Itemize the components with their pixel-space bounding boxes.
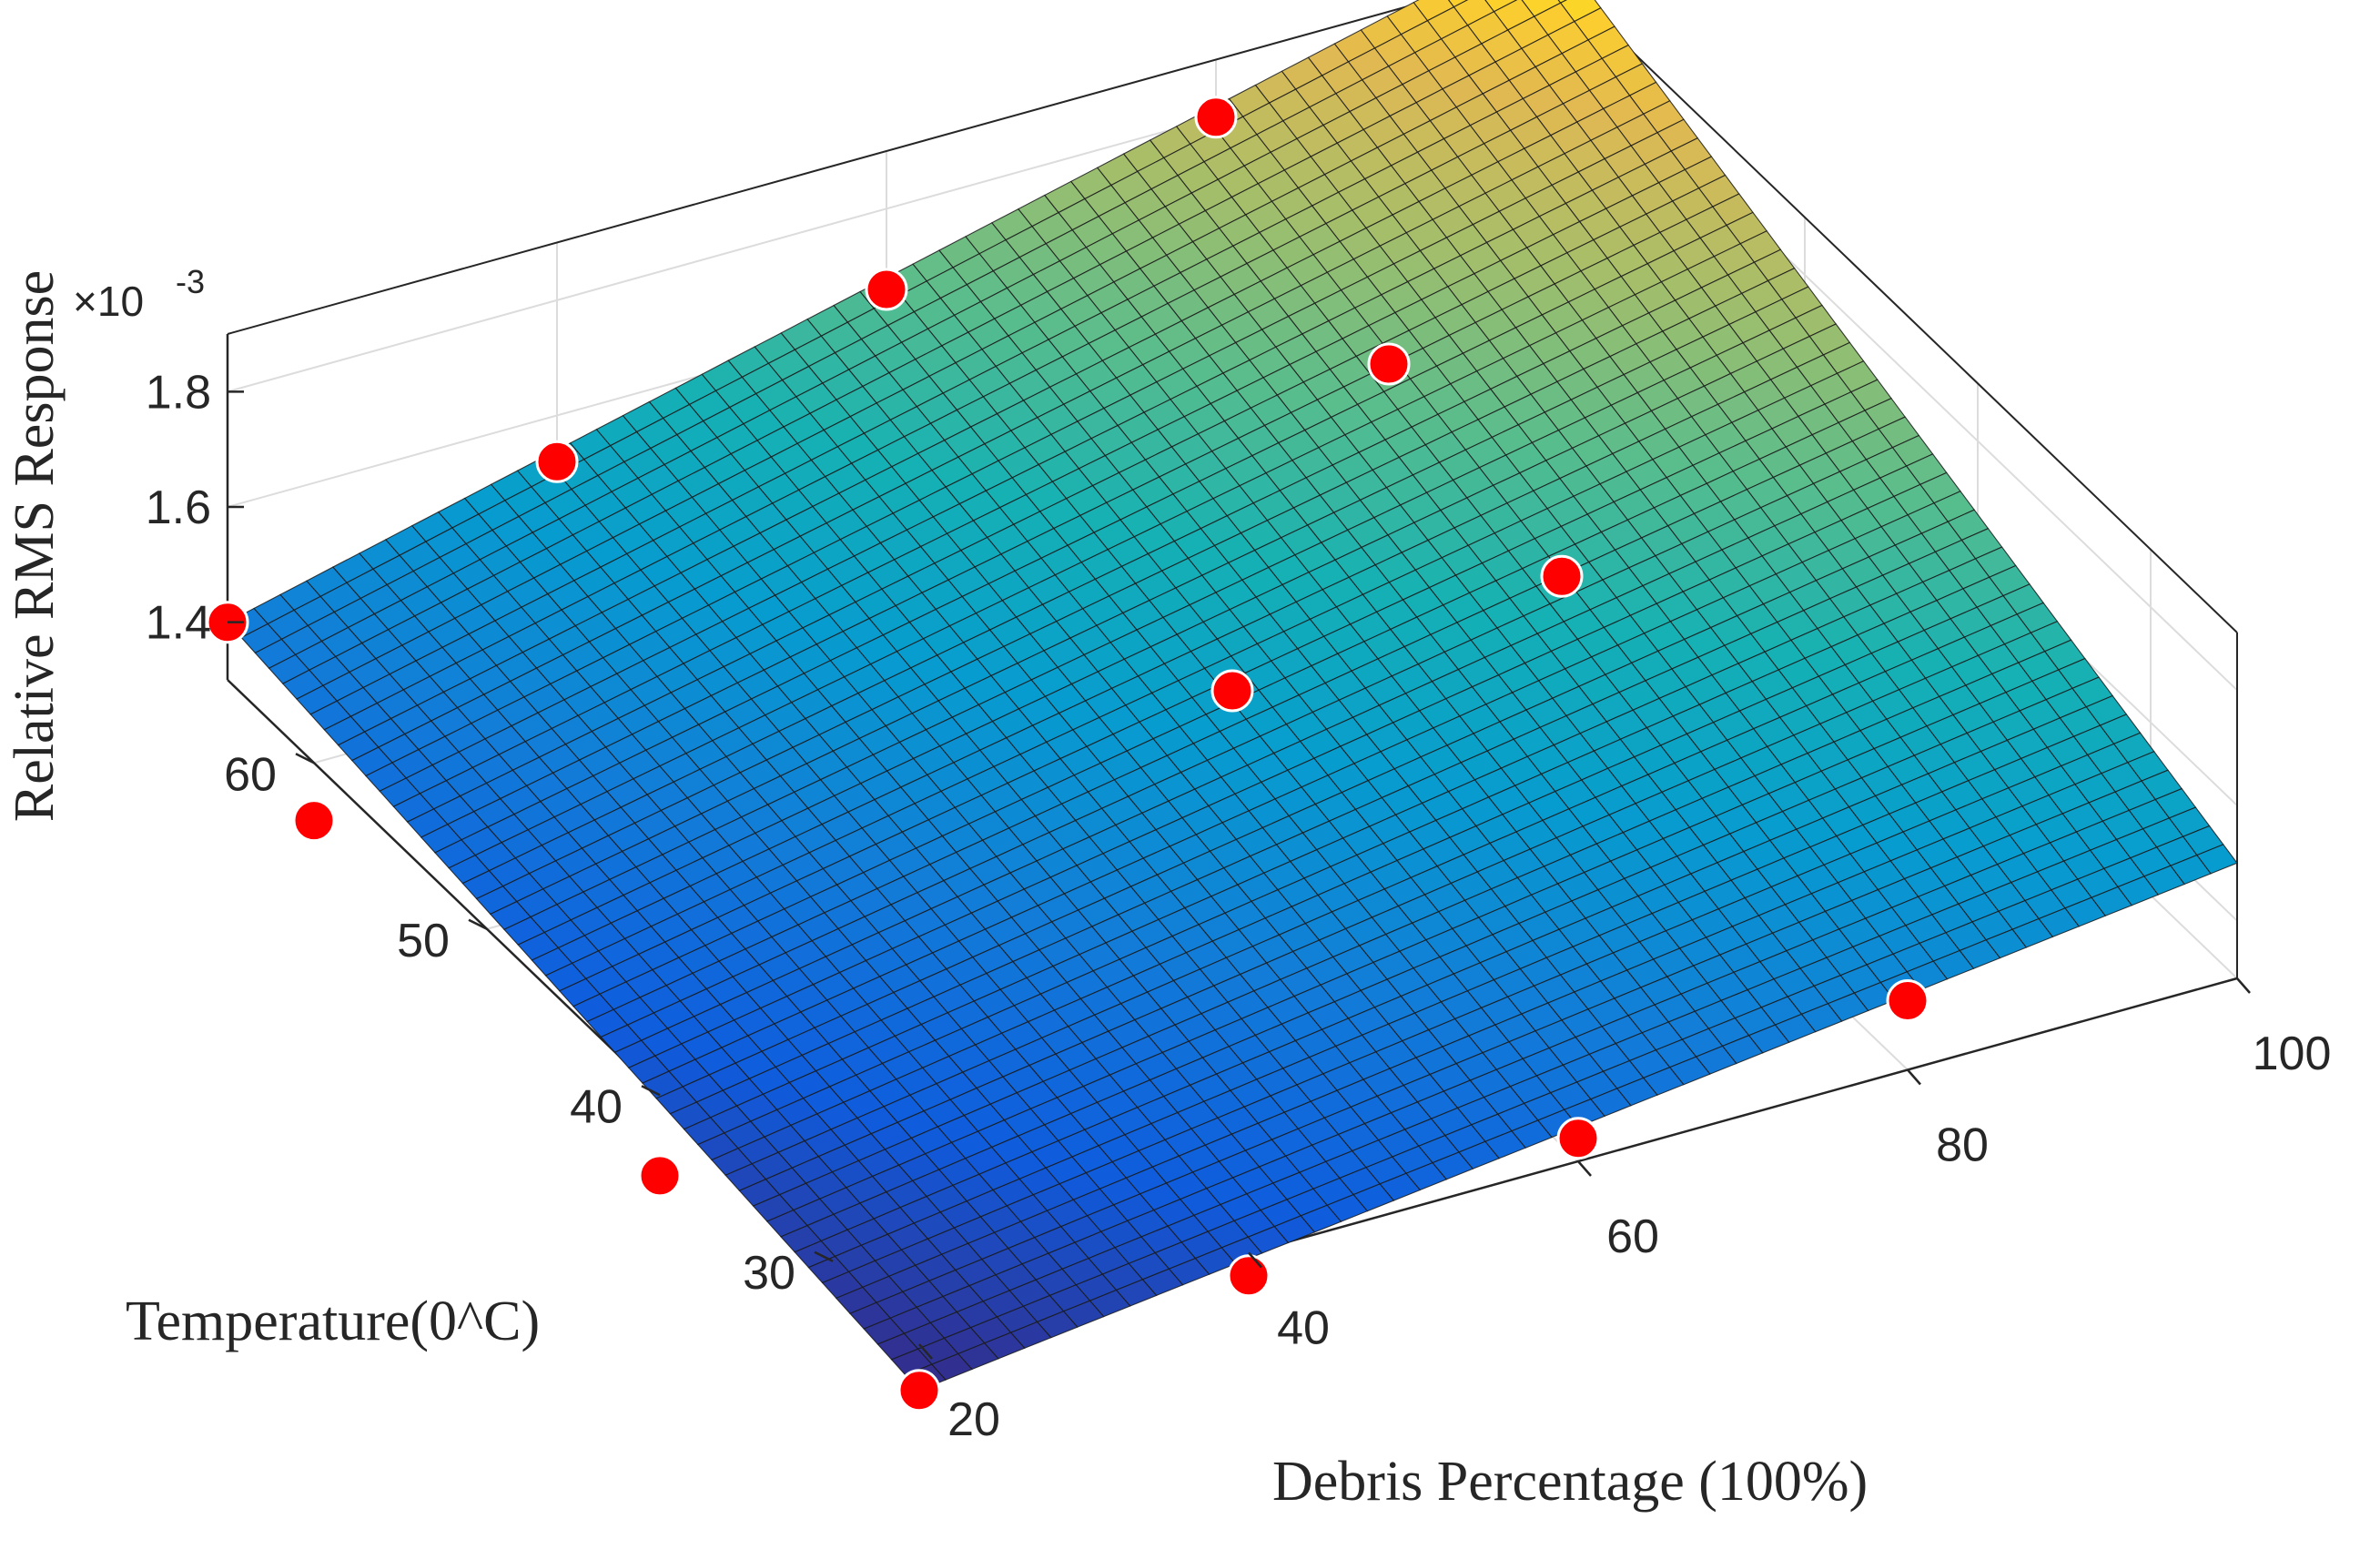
y-axis-label: Temperature(0^C) bbox=[126, 1291, 540, 1352]
data-point bbox=[1886, 979, 1929, 1022]
data-point bbox=[535, 440, 579, 483]
svg-text:×10: ×10 bbox=[73, 278, 144, 325]
y-tick-label: 50 bbox=[397, 915, 450, 967]
data-point bbox=[1227, 1254, 1271, 1298]
data-point bbox=[1556, 1117, 1600, 1160]
data-point bbox=[1540, 554, 1584, 598]
x-tick-label: 40 bbox=[1277, 1302, 1330, 1355]
x-tick-mark bbox=[1907, 1068, 1921, 1086]
x-tick-mark bbox=[1577, 1160, 1592, 1177]
surface-mesh bbox=[227, 0, 2238, 1392]
y-tick-mark bbox=[468, 918, 488, 930]
surface-cell bbox=[1447, 0, 1469, 8]
x-tick-mark bbox=[1248, 1251, 1262, 1269]
x-tick-mark bbox=[2236, 977, 2251, 994]
box-edge-top-back bbox=[227, 0, 1434, 335]
x-tick-mark bbox=[918, 1343, 933, 1360]
y-tick-label: 30 bbox=[743, 1247, 795, 1300]
z-tick-label: 1.6 bbox=[146, 481, 211, 534]
data-point bbox=[638, 1154, 682, 1198]
svg-text:-3: -3 bbox=[176, 263, 205, 300]
data-point bbox=[1367, 342, 1411, 386]
data-point bbox=[865, 268, 908, 311]
y-tick-mark bbox=[814, 1250, 834, 1262]
x-tick-label: 60 bbox=[1606, 1210, 1659, 1263]
data-point bbox=[897, 1369, 941, 1412]
x-tick-label: 20 bbox=[947, 1393, 1000, 1446]
z-tick-label: 1.8 bbox=[146, 366, 211, 419]
box-edge-top-right bbox=[1576, 0, 2238, 633]
z-multiplier: ×10 -3 bbox=[73, 263, 205, 325]
z-axis-label: Relative RMS Response bbox=[4, 270, 66, 822]
y-tick-label: 60 bbox=[224, 748, 277, 801]
y-tick-mark bbox=[641, 1085, 661, 1097]
y-tick-label: 40 bbox=[570, 1080, 623, 1133]
data-point bbox=[1194, 96, 1238, 139]
tick-labels: 20 40 60 80 100 30 40 50 60 1.4 1.6 1.8 bbox=[146, 366, 2332, 1446]
x-tick-label: 100 bbox=[2253, 1028, 2332, 1080]
x-axis-label: Debris Percentage (100%) bbox=[1272, 1451, 1868, 1513]
y-tick-mark bbox=[295, 753, 315, 764]
data-points bbox=[206, 96, 1929, 1412]
z-tick-label: 1.4 bbox=[146, 597, 211, 650]
data-point bbox=[1210, 669, 1254, 713]
data-point bbox=[292, 799, 336, 843]
x-tick-label: 80 bbox=[1936, 1119, 1989, 1172]
